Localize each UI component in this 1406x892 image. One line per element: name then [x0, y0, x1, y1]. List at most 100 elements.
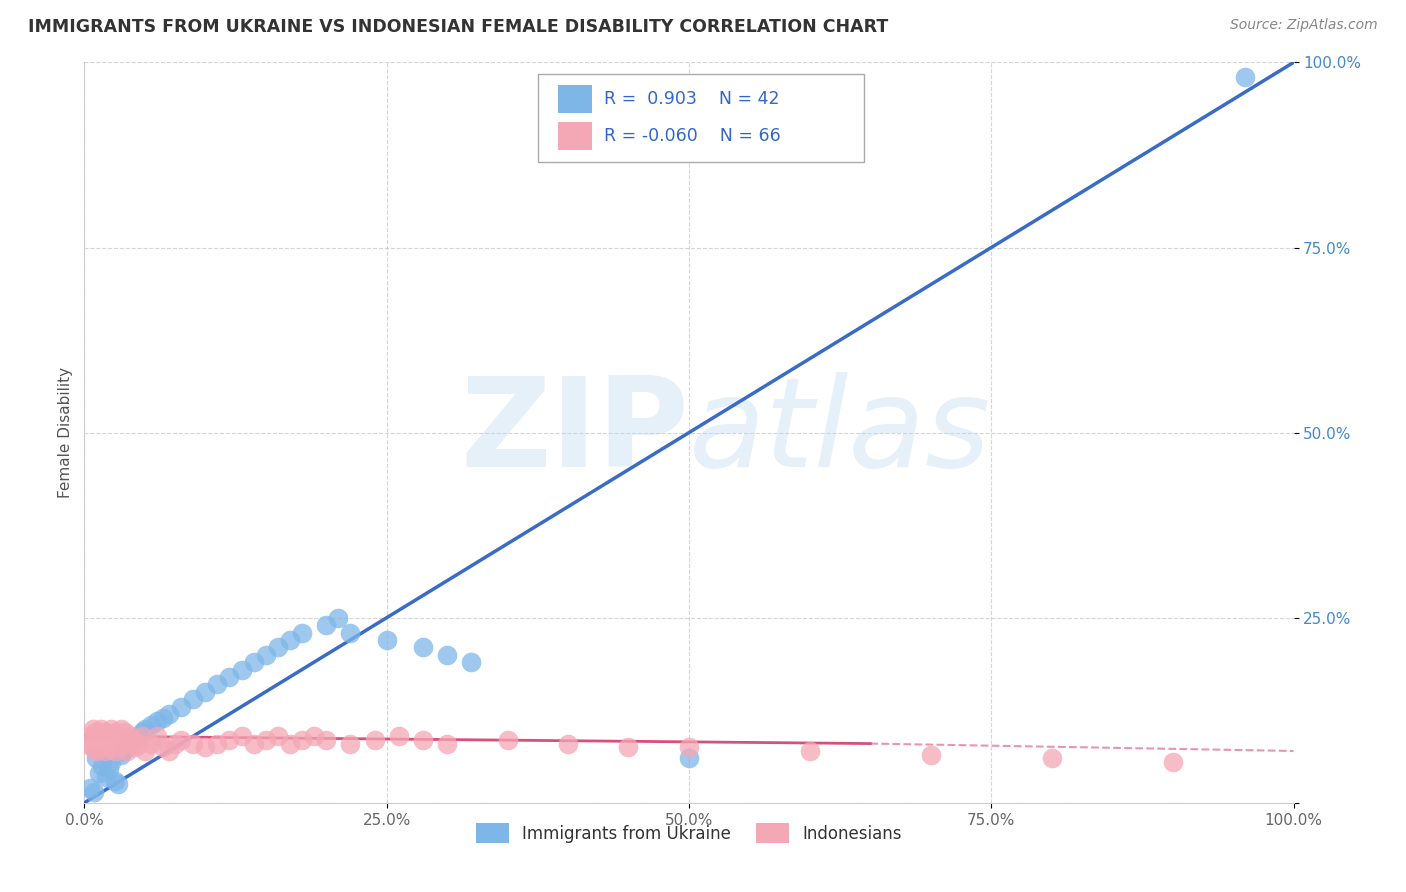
Point: [388, 729, 411, 743]
Point: [315, 618, 337, 632]
Point: [1161, 755, 1184, 769]
Point: [134, 744, 156, 758]
Text: ZIP: ZIP: [460, 372, 689, 493]
Point: [139, 737, 162, 751]
Point: [83, 732, 105, 747]
Point: [254, 648, 277, 662]
Point: [131, 729, 153, 743]
Point: [112, 744, 135, 758]
Point: [100, 755, 122, 769]
Point: [104, 744, 127, 758]
Point: [678, 740, 700, 755]
Point: [91, 732, 114, 747]
Point: [128, 729, 150, 743]
Point: [1040, 751, 1063, 765]
Text: Source: ZipAtlas.com: Source: ZipAtlas.com: [1230, 18, 1378, 32]
Point: [77, 737, 100, 751]
Y-axis label: Female Disability: Female Disability: [58, 367, 73, 499]
Point: [315, 732, 337, 747]
Point: [115, 744, 138, 758]
Point: [103, 732, 125, 747]
Point: [124, 740, 146, 755]
Bar: [558, 85, 592, 112]
Point: [363, 732, 385, 747]
Point: [231, 729, 253, 743]
Point: [920, 747, 942, 762]
Point: [242, 655, 264, 669]
Point: [146, 714, 169, 729]
Point: [87, 729, 110, 743]
Point: [96, 729, 118, 743]
Point: [181, 737, 204, 751]
Point: [86, 751, 108, 765]
Point: [328, 610, 350, 624]
Point: [97, 763, 120, 777]
Point: [128, 737, 150, 751]
Point: [194, 685, 217, 699]
Point: [496, 732, 519, 747]
Point: [90, 722, 112, 736]
Point: [157, 744, 180, 758]
Point: [89, 740, 111, 755]
Point: [105, 737, 128, 751]
Point: [218, 732, 240, 747]
Point: [278, 632, 301, 647]
Point: [207, 737, 229, 751]
Point: [82, 722, 104, 736]
Point: [120, 737, 142, 751]
Point: [80, 740, 103, 755]
Point: [79, 780, 101, 795]
FancyBboxPatch shape: [538, 73, 865, 162]
Point: [170, 732, 193, 747]
Text: atlas: atlas: [689, 372, 991, 493]
Point: [339, 737, 361, 751]
Point: [93, 725, 115, 739]
Point: [110, 747, 132, 762]
Point: [170, 699, 193, 714]
Point: [678, 751, 700, 765]
Point: [134, 722, 156, 736]
Point: [131, 725, 153, 739]
Text: R = -0.060    N = 66: R = -0.060 N = 66: [605, 127, 782, 145]
Point: [278, 737, 301, 751]
Point: [108, 740, 131, 755]
Point: [557, 737, 579, 751]
Point: [339, 625, 361, 640]
Point: [84, 725, 107, 739]
Point: [94, 770, 117, 784]
Point: [412, 732, 434, 747]
Point: [94, 744, 117, 758]
Point: [799, 744, 821, 758]
Legend: Immigrants from Ukraine, Indonesians: Immigrants from Ukraine, Indonesians: [470, 816, 908, 850]
Point: [242, 737, 264, 751]
Point: [436, 648, 458, 662]
Point: [94, 737, 117, 751]
Point: [86, 744, 108, 758]
Bar: [558, 121, 592, 150]
Point: [152, 740, 174, 755]
Point: [375, 632, 398, 647]
Point: [267, 729, 290, 743]
Point: [97, 740, 120, 755]
Point: [104, 773, 127, 788]
Point: [83, 785, 105, 799]
Point: [218, 670, 240, 684]
Point: [460, 655, 482, 669]
Point: [181, 692, 204, 706]
Point: [121, 732, 143, 747]
Point: [1234, 70, 1257, 85]
Point: [104, 725, 127, 739]
Point: [146, 729, 169, 743]
Point: [302, 729, 325, 743]
Point: [121, 732, 143, 747]
Point: [267, 640, 290, 655]
Point: [165, 737, 187, 751]
Point: [120, 729, 142, 743]
Point: [231, 663, 253, 677]
Point: [91, 758, 114, 772]
Point: [112, 732, 135, 747]
Point: [100, 722, 122, 736]
Point: [152, 711, 174, 725]
Point: [115, 740, 138, 755]
Point: [254, 732, 277, 747]
